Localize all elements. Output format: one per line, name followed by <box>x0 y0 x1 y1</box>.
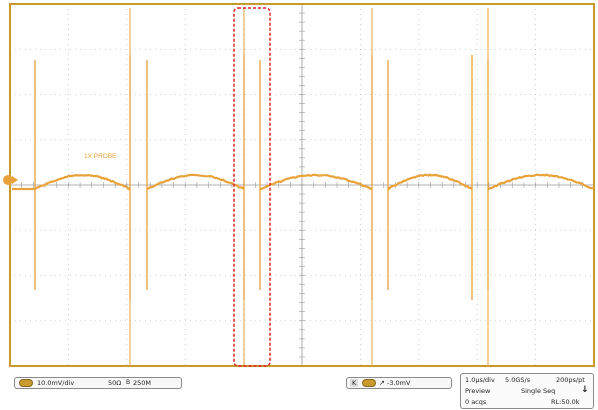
resolution: 200ps/pt <box>556 376 585 384</box>
ch1-bandwidth: 250M <box>133 379 151 387</box>
mode: Preview <box>465 387 490 395</box>
status-bar: 10.0mV/div 50Ω B 250M K ↗ -3.0mV 1.0µs/d… <box>0 370 598 410</box>
timebase: 1.0µs/div <box>465 376 495 384</box>
acquisition-mode: Single Seq <box>521 387 555 395</box>
down-arrow-icon: ↓ <box>581 386 589 394</box>
waveform-screen: 1X PROBE <box>0 0 598 370</box>
acq-count: 0 acqs <box>465 398 486 406</box>
record-length: RL:50.0k <box>551 398 580 406</box>
trigger-source-badge-icon <box>362 379 376 387</box>
ch1-impedance: 50Ω <box>108 379 121 387</box>
trigger-level: -3.0mV <box>387 379 410 387</box>
acquisition-settings-box[interactable]: 1.0µs/div 5.0GS/s 200ps/pt Preview Singl… <box>460 373 594 409</box>
bandwidth-icon: B <box>126 379 130 387</box>
trace-label: 1X PROBE <box>84 153 117 160</box>
trigger-mode-icon: K <box>350 379 358 387</box>
trigger-settings-box[interactable]: K ↗ -3.0mV <box>346 377 452 389</box>
rising-edge-icon: ↗ <box>379 379 385 387</box>
channel-1-settings-box[interactable]: 10.0mV/div 50Ω B 250M <box>14 377 182 389</box>
sample-rate: 5.0GS/s <box>505 376 530 384</box>
ch1-scale: 10.0mV/div <box>37 379 74 387</box>
channel-1-badge-icon <box>19 379 33 387</box>
